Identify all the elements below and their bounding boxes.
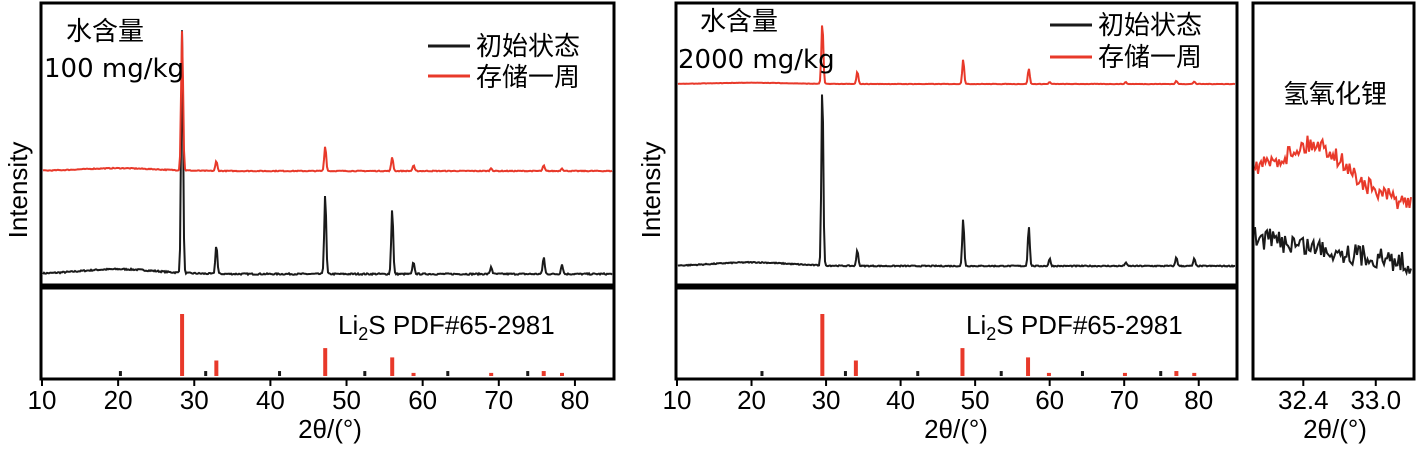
left-y-label: Intensity: [3, 142, 33, 239]
middle-y-label: Intensity: [636, 142, 666, 239]
middle-water-value: 2000 mg/kg: [678, 45, 835, 75]
x-tick-label: 60: [1035, 385, 1064, 415]
x-tick-label: 50: [961, 385, 990, 415]
middle-legend-red-label: 存储一周: [1098, 43, 1202, 73]
left-panel: 10 20 30 40 50 60 70 80 Intensity 水含量 100 mg/kg…: [3, 3, 614, 444]
x-tick-label: 40: [256, 385, 285, 415]
right-curves: [1255, 136, 1411, 274]
zoom-line-week: [1255, 136, 1411, 209]
left-x-label: 2θ/(°): [298, 414, 362, 444]
left-legend-black-label: 初始状态: [476, 32, 580, 62]
middle-legend-black-label: 初始状态: [1098, 11, 1202, 41]
middle-reference-label: Li2S PDF#65-2981: [966, 310, 1183, 344]
x-tick-label: 10: [663, 385, 692, 415]
xrd-line-initial: [678, 95, 1235, 267]
x-tick-label: 70: [1110, 385, 1139, 415]
x-tick-label: 40: [886, 385, 915, 415]
x-tick-label: 80: [560, 385, 589, 415]
right-x-ticks: 32.4 33.0: [1278, 379, 1401, 415]
middle-x-label: 2θ/(°): [924, 414, 988, 444]
x-tick-label: 20: [737, 385, 766, 415]
x-tick-label: 20: [104, 385, 133, 415]
x-tick-label: 30: [812, 385, 841, 415]
x-tick-label: 80: [1184, 385, 1213, 415]
x-tick-label: 70: [484, 385, 513, 415]
left-reference-label: Li2S PDF#65-2981: [338, 310, 555, 344]
left-x-ticks: 10 20 30 40 50 60 70 80: [28, 379, 590, 415]
right-compound-label: 氢氧化锂: [1283, 80, 1387, 110]
x-tick-label: 50: [332, 385, 361, 415]
zoom-x-tick-label: 32.4: [1278, 385, 1329, 415]
right-x-label: 2θ/(°): [1303, 414, 1367, 444]
right-panel: 氢氧化锂 32.4 33.0 2θ/(°): [1253, 3, 1414, 444]
left-water-label: 水含量: [66, 17, 144, 47]
zoom-x-tick-label: 33.0: [1350, 385, 1401, 415]
middle-panel: 10 20 30 40 50 60 70 80 Intensity 水含量 2000 mg/k…: [636, 3, 1237, 444]
zoom-line-initial: [1255, 227, 1411, 273]
left-water-value: 100 mg/kg: [44, 54, 184, 84]
left-legend-red-label: 存储一周: [476, 63, 580, 93]
x-tick-label: 10: [28, 385, 57, 415]
middle-x-ticks: 10 20 30 40 50 60 70 80: [663, 379, 1214, 415]
x-tick-label: 30: [180, 385, 209, 415]
x-tick-label: 60: [408, 385, 437, 415]
middle-water-label: 水含量: [700, 7, 778, 37]
